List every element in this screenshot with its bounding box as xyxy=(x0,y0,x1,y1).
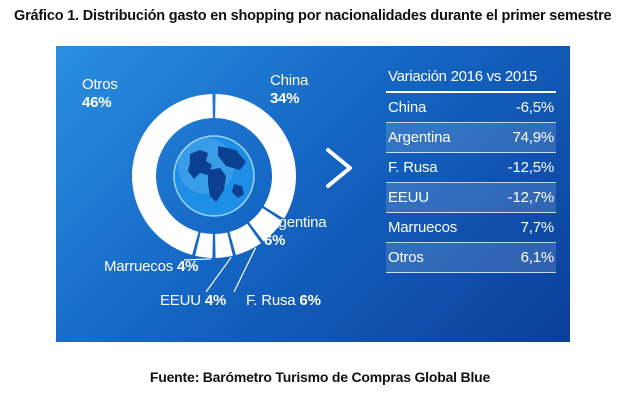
donut-slice-marruecos xyxy=(195,232,213,258)
table-row: EEUU -12,7% xyxy=(386,183,556,213)
table-row: Marruecos 7,7% xyxy=(386,213,556,243)
table-row: China -6,5% xyxy=(386,93,556,123)
row-value: -12,7% xyxy=(507,189,555,206)
infographic-panel: Otros 46% China 34% Argentina 6% Marruec… xyxy=(56,46,570,342)
donut-slice-eeuu xyxy=(215,232,233,258)
slice-label-name: Marruecos xyxy=(104,258,174,275)
donut-slice-otros xyxy=(132,94,213,256)
slice-label-name: China xyxy=(270,72,309,89)
chart-title: Gráfico 1. Distribución gasto en shoppin… xyxy=(14,8,612,24)
slice-label-china: China 34% xyxy=(270,72,308,108)
row-value: -6,5% xyxy=(515,99,554,116)
row-country: Marruecos xyxy=(388,219,458,236)
arrow-right-icon xyxy=(326,148,352,188)
donut-slice-china xyxy=(215,94,296,219)
leader-line-eeuu xyxy=(205,256,232,293)
globe-land-oceania xyxy=(232,184,244,198)
leader-line-frusa xyxy=(233,247,257,293)
globe-land-asia xyxy=(218,146,246,170)
slice-label-value: 46% xyxy=(82,94,112,111)
slice-label-value: 4% xyxy=(177,258,199,275)
table-row: F. Rusa -12,5% xyxy=(386,153,556,183)
variation-table: Variación 2016 vs 2015 China -6,5% Argen… xyxy=(386,68,556,273)
table-body: China -6,5% Argentina 74,9% F. Rusa -12,… xyxy=(386,93,556,273)
globe-icon xyxy=(173,135,255,217)
leader-line-marruecos xyxy=(183,258,212,261)
globe-land-africa xyxy=(208,168,226,202)
row-country: Otros xyxy=(388,249,424,266)
slice-label-otros: Otros 46% xyxy=(82,76,118,112)
slice-label-name: F. Rusa xyxy=(246,292,296,309)
table-row: Argentina 74,9% xyxy=(386,123,556,153)
slice-label-eeuu: EEUU 4% xyxy=(160,292,226,310)
donut-slice-frusa xyxy=(229,223,261,256)
leader-line-argentina xyxy=(251,221,280,228)
row-country: F. Rusa xyxy=(388,159,438,176)
row-value: 7,7% xyxy=(520,219,555,236)
row-country: Argentina xyxy=(388,129,451,146)
slice-label-name: EEUU xyxy=(160,292,201,309)
row-value: -12,5% xyxy=(507,159,555,176)
row-country: China xyxy=(388,99,427,116)
row-value: 6,1% xyxy=(520,249,555,266)
table-row: Otros 6,1% xyxy=(386,243,556,273)
source-note: Fuente: Barómetro Turismo de Compras Glo… xyxy=(149,369,491,385)
row-value: 74,9% xyxy=(512,129,554,146)
row-country: EEUU xyxy=(388,189,429,206)
slice-label-frusa: F. Rusa 6% xyxy=(246,292,321,310)
slice-label-value: 4% xyxy=(204,292,227,309)
slice-label-name: Argentina xyxy=(264,214,327,231)
slice-label-value: 6% xyxy=(299,292,321,309)
slice-label-value: 34% xyxy=(270,90,300,107)
globe-land-europe xyxy=(188,150,212,179)
slice-label-argentina: Argentina 6% xyxy=(264,214,327,250)
slice-label-name: Otros xyxy=(82,76,118,93)
table-header: Variación 2016 vs 2015 xyxy=(386,68,556,93)
slice-label-marruecos: Marruecos 4% xyxy=(104,258,199,276)
donut-chart xyxy=(132,94,296,293)
slice-label-value: 6% xyxy=(264,232,286,249)
